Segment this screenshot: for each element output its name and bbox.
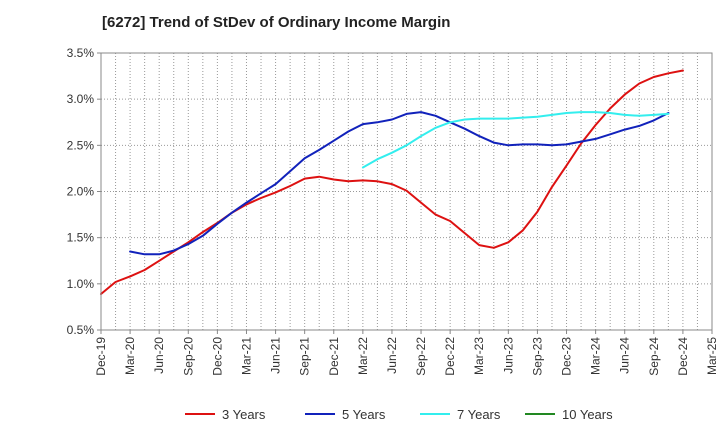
series-line <box>100 69 684 295</box>
x-tick-label: Dec-19 <box>94 337 108 376</box>
x-tick-label: Sep-20 <box>181 337 195 376</box>
legend-label: 10 Years <box>562 407 613 422</box>
x-tick-label: Mar-22 <box>356 337 370 375</box>
series-line <box>129 111 670 256</box>
y-tick-label: 2.0% <box>67 185 95 199</box>
chart-title: [6272] Trend of StDev of Ordinary Income… <box>102 14 451 31</box>
legend: 3 Years 5 Years 7 Years 10 Years <box>185 407 613 422</box>
legend-label: 7 Years <box>457 407 501 422</box>
x-tick-label: Dec-22 <box>443 337 457 376</box>
y-tick-label: 1.5% <box>67 231 95 245</box>
y-tick-label: 2.5% <box>67 138 95 152</box>
x-tick-label: Sep-21 <box>298 337 312 376</box>
y-axis-ticks: 0.5% 1.0% 1.5% 2.0% 2.5% 3.0% 3.5% <box>67 46 101 337</box>
legend-label: 3 Years <box>222 407 266 422</box>
x-tick-label: Jun-21 <box>269 337 283 374</box>
x-tick-label: Mar-20 <box>123 337 137 375</box>
series-line <box>361 111 670 169</box>
series-lines <box>100 69 684 295</box>
x-tick-label: Dec-21 <box>327 337 341 376</box>
y-tick-label: 0.5% <box>67 323 95 337</box>
x-tick-label: Sep-22 <box>414 337 428 376</box>
x-tick-label: Dec-24 <box>676 337 690 376</box>
y-tick-label: 3.5% <box>67 46 95 60</box>
x-tick-label: Sep-24 <box>647 337 661 376</box>
x-tick-label: Dec-20 <box>210 337 224 376</box>
x-tick-label: Mar-25 <box>705 337 719 375</box>
x-tick-label: Jun-23 <box>501 337 515 374</box>
x-axis-ticks: Dec-19 Mar-20 Jun-20 Sep-20 Dec-20 Mar-21 Jun-… <box>94 330 719 376</box>
x-tick-label: Jun-24 <box>618 337 632 374</box>
legend-label: 5 Years <box>342 407 386 422</box>
x-tick-label: Sep-23 <box>530 337 544 376</box>
x-tick-label: Mar-21 <box>239 337 253 375</box>
x-tick-label: Mar-24 <box>589 337 603 375</box>
y-tick-label: 3.0% <box>67 92 95 106</box>
plot-frame <box>100 52 713 331</box>
x-tick-label: Jun-22 <box>385 337 399 374</box>
x-tick-label: Dec-23 <box>560 337 574 376</box>
y-tick-label: 1.0% <box>67 277 95 291</box>
x-tick-label: Jun-20 <box>152 337 166 374</box>
x-tick-label: Mar-23 <box>472 337 486 375</box>
